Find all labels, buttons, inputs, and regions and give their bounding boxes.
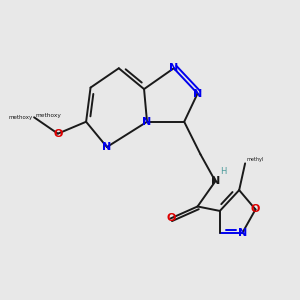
Text: methoxy: methoxy (36, 113, 61, 118)
Text: O: O (53, 129, 62, 139)
Text: N: N (211, 176, 220, 186)
Text: N: N (238, 228, 247, 238)
Text: N: N (102, 142, 112, 152)
Text: N: N (169, 63, 178, 73)
Text: O: O (166, 213, 176, 224)
Text: O: O (251, 204, 260, 214)
Text: methyl: methyl (247, 157, 264, 162)
Text: N: N (142, 117, 152, 127)
Text: methoxy: methoxy (8, 115, 33, 120)
Text: H: H (220, 167, 227, 176)
Text: N: N (193, 88, 202, 98)
